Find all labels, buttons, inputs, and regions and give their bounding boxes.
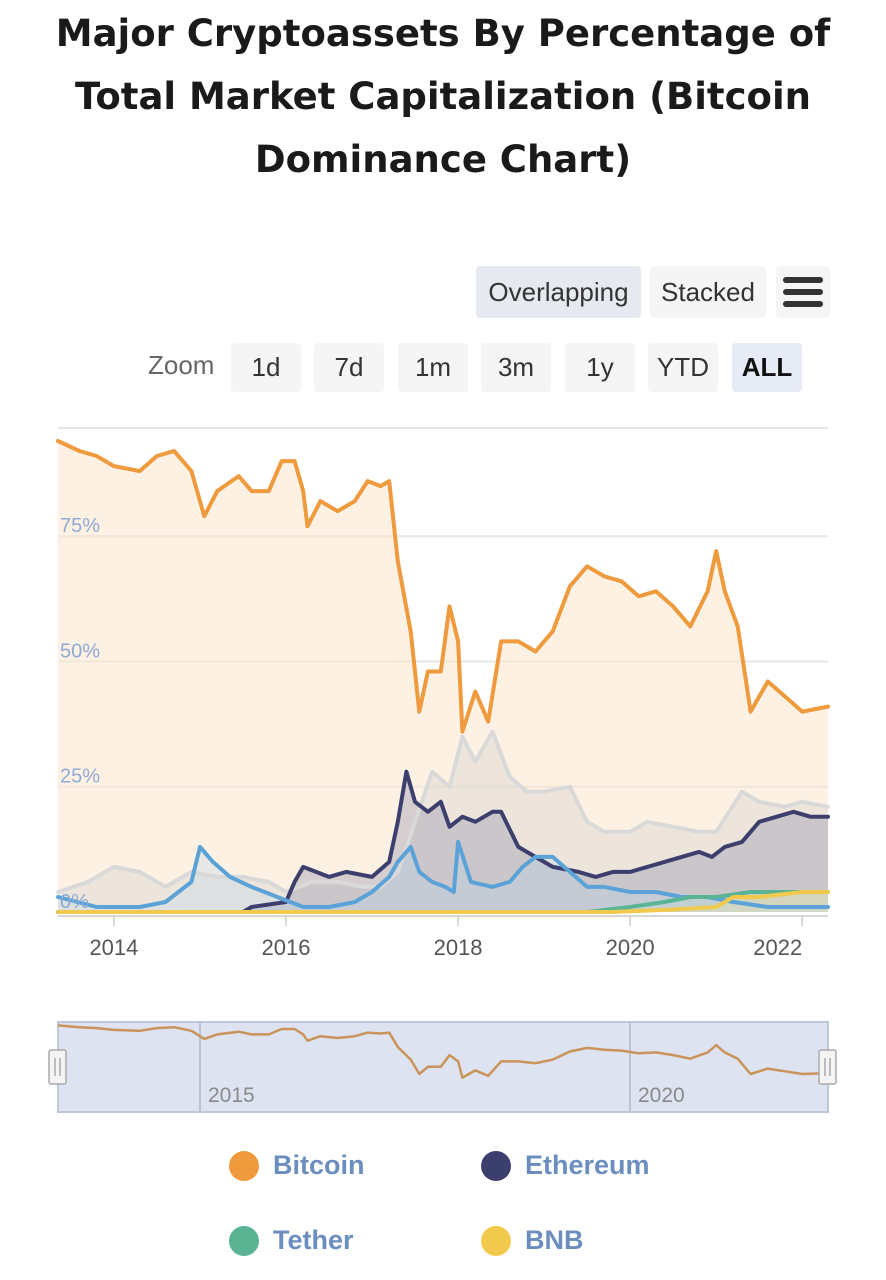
series-line-bitcoin[interactable] <box>56 439 830 734</box>
series-area <box>58 771 828 912</box>
series-line-other[interactable] <box>56 839 830 909</box>
hamburger-menu-icon <box>783 277 823 307</box>
legend-item-tether[interactable]: Tether <box>229 1225 354 1256</box>
legend-label-ethereum: Ethereum <box>525 1150 650 1180</box>
zoom-ytd-button[interactable]: YTD <box>648 343 718 392</box>
legend-dot-ethereum <box>481 1150 511 1181</box>
navigator-left-handle[interactable] <box>48 1049 67 1085</box>
zoom-7d-button[interactable]: 7d <box>314 343 384 392</box>
legend-dot-bnb <box>481 1225 511 1256</box>
legend-dot-bitcoin <box>229 1150 259 1181</box>
x-tick-label: 2020 <box>606 935 655 960</box>
x-tick-label: 2022 <box>753 935 802 960</box>
series-line-bnb[interactable] <box>56 890 830 914</box>
y-tick-label: 75% <box>60 515 100 537</box>
y-tick-label: 25% <box>60 766 100 788</box>
legend-label-tether: Tether <box>273 1225 354 1255</box>
series-area <box>58 841 828 912</box>
x-tick-label: 2016 <box>262 935 311 960</box>
zoom-label: Zoom <box>148 350 215 380</box>
navigator-label-2015: 2015 <box>208 1084 255 1107</box>
main-chart[interactable]: 0% 25% 50% 75% 2014 2016 2018 2020 2022 <box>0 420 886 980</box>
legend-item-bitcoin[interactable]: Bitcoin <box>229 1150 365 1181</box>
x-tick-label: 2018 <box>434 935 483 960</box>
page-title: Major Cryptoassets By Percentage of Tota… <box>55 12 831 181</box>
zoom-1d-button[interactable]: 1d <box>231 343 301 392</box>
legend-label-bnb: BNB <box>525 1225 584 1255</box>
chart-menu-button[interactable] <box>776 266 830 318</box>
series-area <box>58 441 828 912</box>
series-line-ethereum[interactable] <box>56 769 830 914</box>
navigator-label-2020: 2020 <box>638 1084 685 1107</box>
navigator[interactable]: 2015 2020 <box>0 1000 886 1130</box>
navigator-right-handle[interactable] <box>818 1049 837 1085</box>
zoom-1m-button[interactable]: 1m <box>398 343 468 392</box>
y-tick-label: 0% <box>60 891 89 913</box>
series-area <box>58 892 828 912</box>
zoom-3m-button[interactable]: 3m <box>481 343 551 392</box>
overlapping-button[interactable]: Overlapping <box>476 266 641 318</box>
navigator-range[interactable] <box>57 1021 829 1113</box>
series-area <box>58 731 828 912</box>
legend-dot-tether <box>229 1225 259 1256</box>
legend-item-ethereum[interactable]: Ethereum <box>481 1150 650 1181</box>
zoom-1y-button[interactable]: 1y <box>565 343 635 392</box>
series-line-other[interactable] <box>56 729 830 894</box>
legend-label-bitcoin: Bitcoin <box>273 1150 365 1180</box>
zoom-all-button[interactable]: ALL <box>732 343 802 392</box>
y-tick-label: 50% <box>60 640 100 662</box>
stacked-button[interactable]: Stacked <box>650 266 766 318</box>
x-tick-label: 2014 <box>89 935 138 960</box>
navigator-series-line <box>57 1024 829 1079</box>
legend-item-bnb[interactable]: BNB <box>481 1225 584 1256</box>
